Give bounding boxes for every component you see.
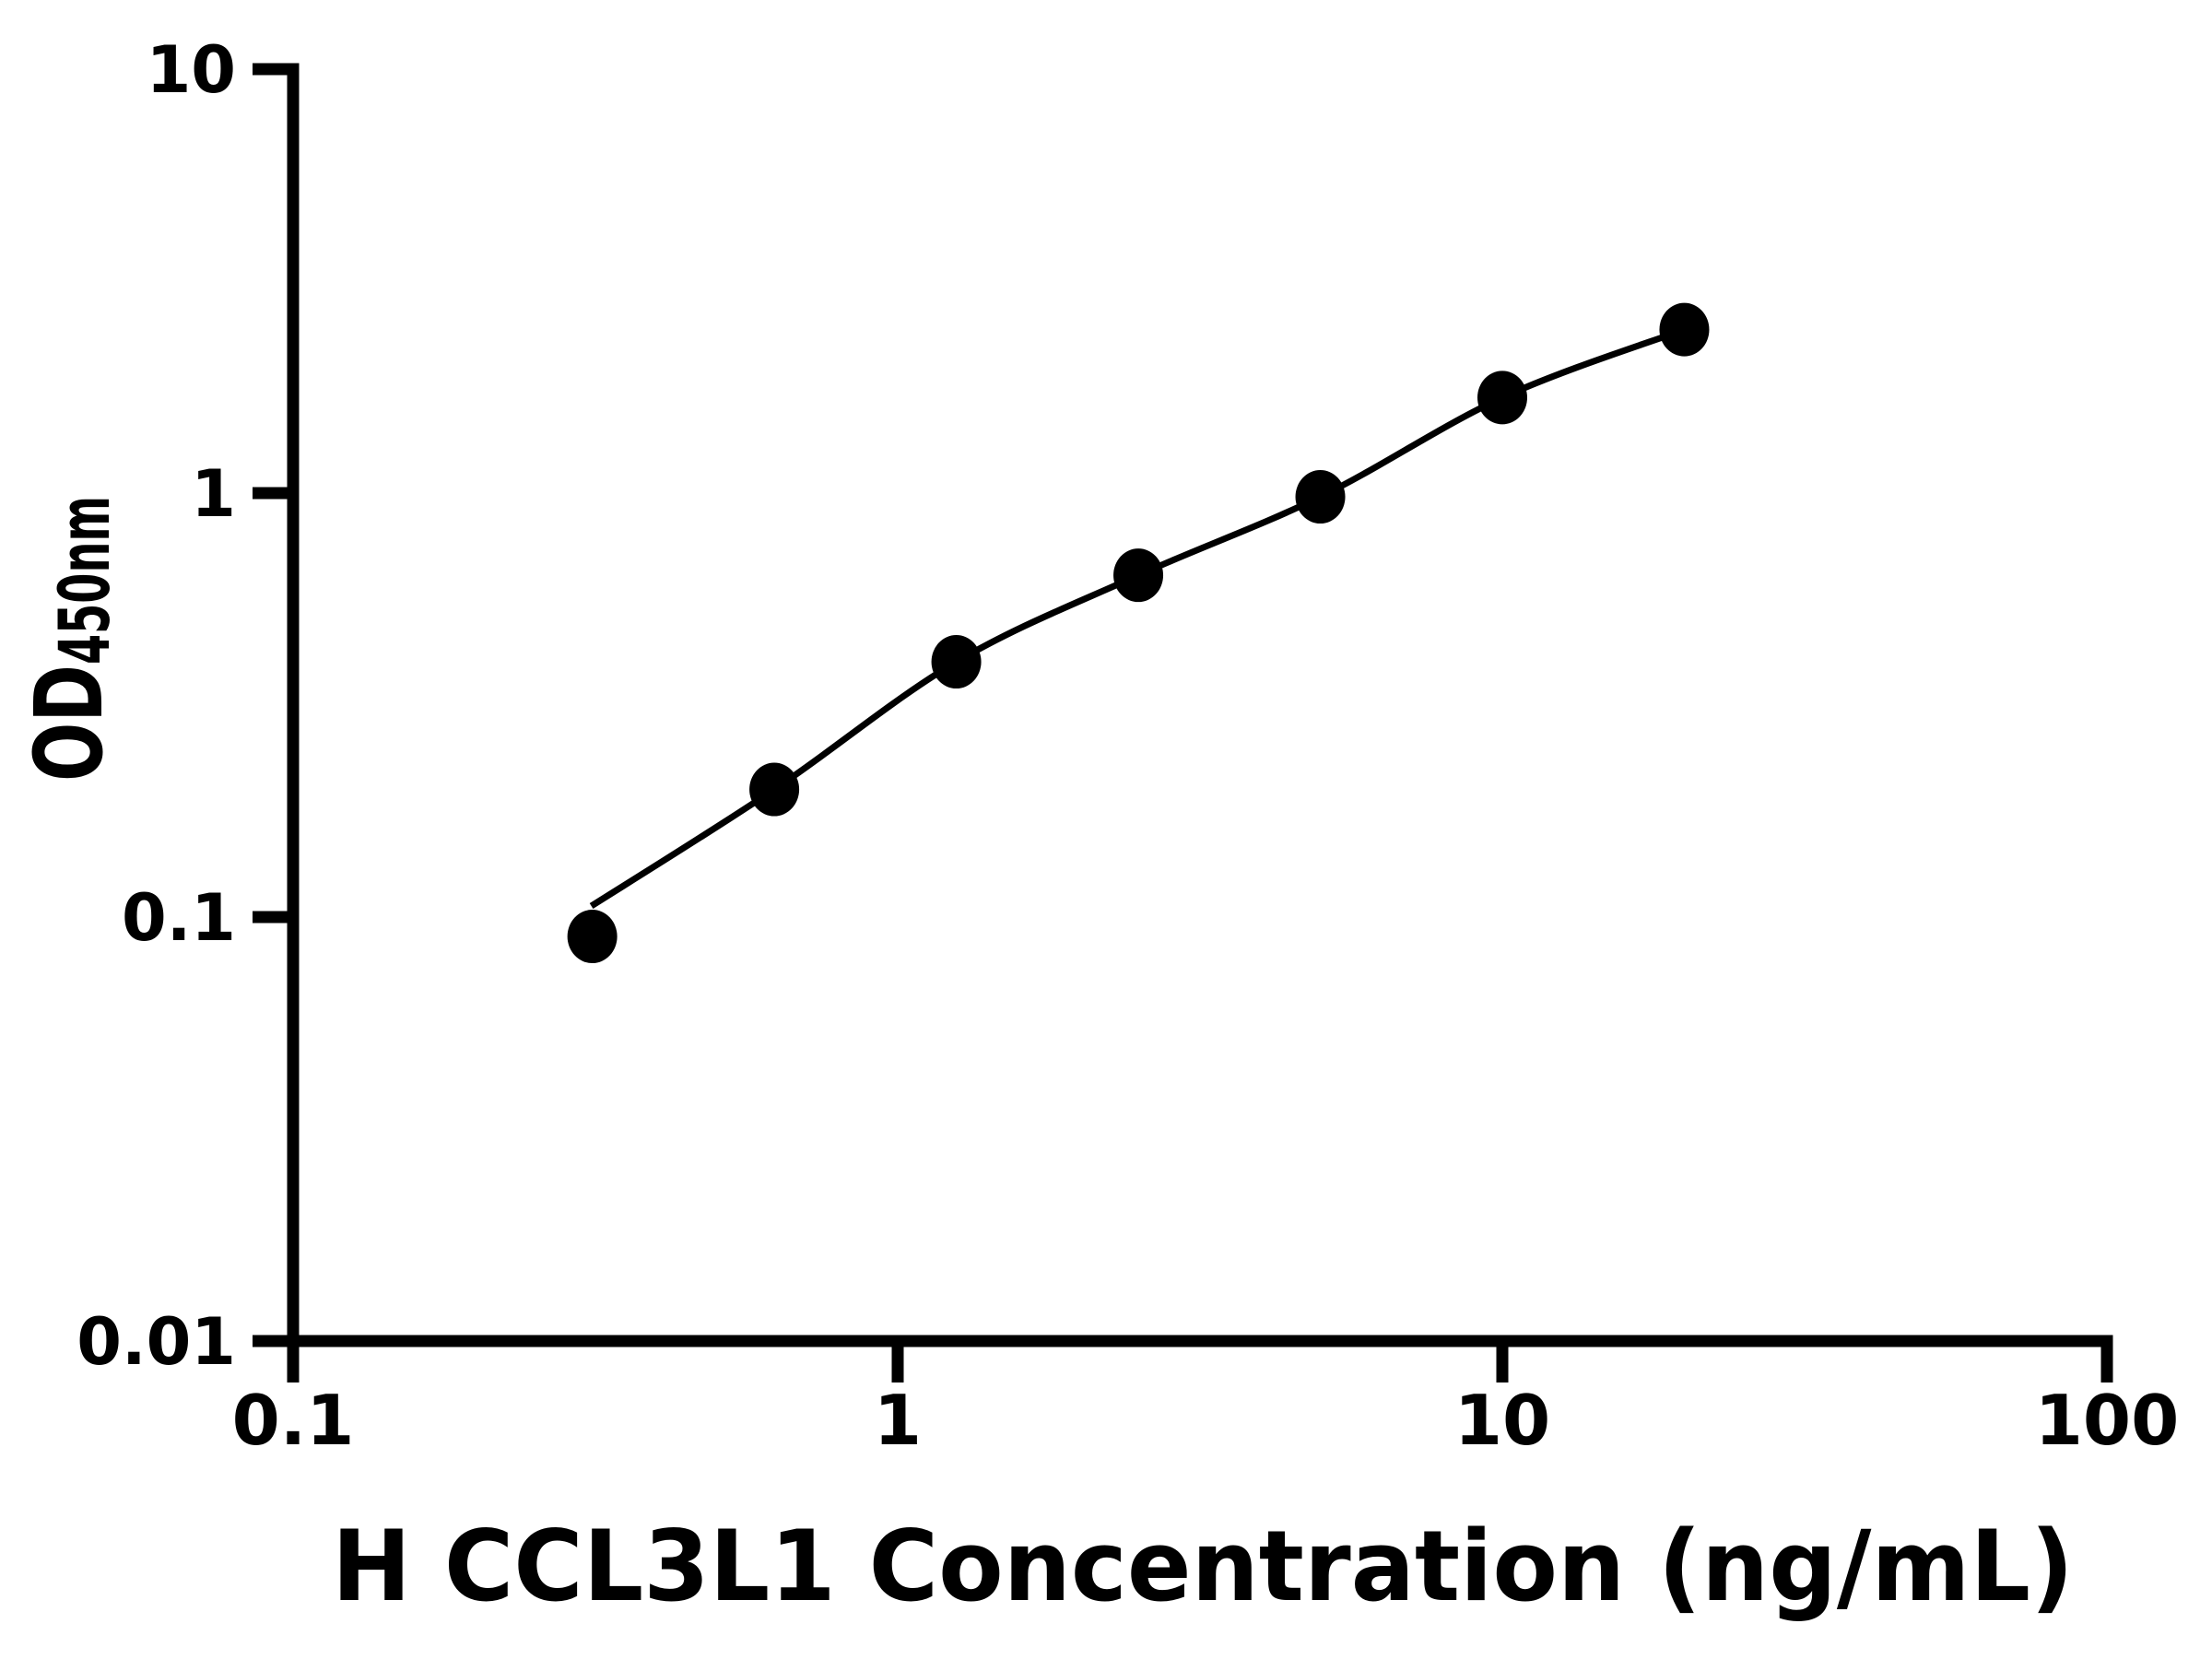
y-tick-label: 0.1 (122, 880, 236, 956)
x-tick-label: 1 (874, 1380, 922, 1461)
y-tick-label: 0.01 (76, 1304, 236, 1380)
data-point (1477, 371, 1527, 425)
data-point (1659, 302, 1710, 357)
x-tick-label: 10 (1454, 1380, 1550, 1461)
axes (253, 63, 2113, 1382)
data-point (1295, 470, 1346, 524)
data-point (931, 635, 982, 689)
data-points (567, 302, 1710, 964)
x-tick-label: 100 (2035, 1380, 2180, 1461)
x-axis-title: H CCL3L1 Concentration (ng/mL) (332, 1510, 2074, 1623)
y-tick-label: 10 (147, 32, 236, 108)
data-point (567, 910, 618, 964)
x-tick-label: 0.1 (232, 1380, 355, 1461)
data-point (749, 762, 800, 817)
y-axis-title-base: OD (15, 665, 124, 782)
y-axis-title-subscript: 450nm (43, 496, 125, 665)
data-point (1113, 548, 1164, 603)
y-axis-title: OD450nm (15, 496, 125, 782)
y-tick-label: 1 (191, 456, 236, 532)
